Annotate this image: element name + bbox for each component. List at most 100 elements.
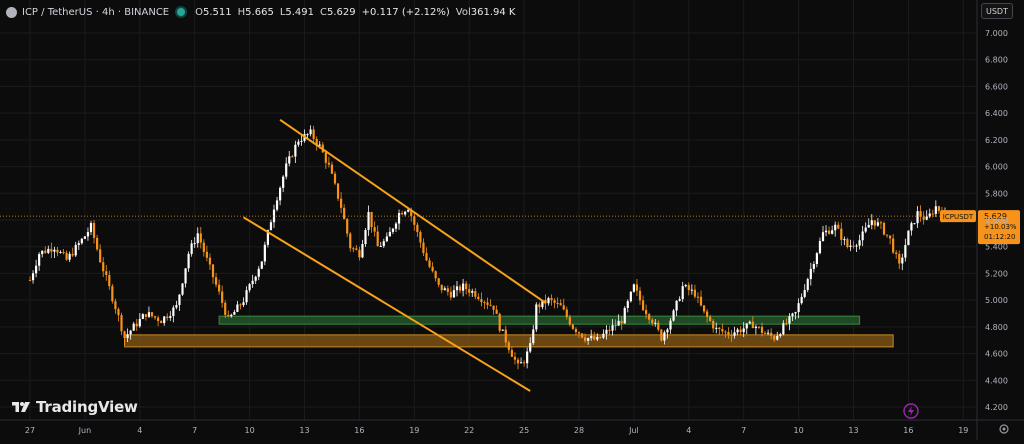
candle-body <box>300 140 303 142</box>
candle-body <box>474 291 477 297</box>
x-tick-label: 7 <box>192 426 197 435</box>
candle-body <box>248 284 251 291</box>
candle-body <box>129 330 132 335</box>
candle-body <box>431 266 434 272</box>
candle-body <box>458 286 462 291</box>
candle-body <box>648 314 651 320</box>
candle-body <box>492 305 495 310</box>
candle-body <box>550 298 553 301</box>
candle-body <box>31 273 35 281</box>
candle-body <box>577 332 581 334</box>
candle-body <box>858 240 861 246</box>
candle-body <box>666 329 669 333</box>
price-tag-countdown: 01:12:20 <box>984 233 1015 241</box>
candle-body <box>593 336 596 340</box>
candle-body <box>172 307 175 317</box>
candle-body <box>687 285 690 291</box>
candle-body <box>446 288 449 292</box>
candle-body <box>913 223 916 225</box>
candle-body <box>507 342 510 350</box>
candle-body <box>214 277 218 285</box>
symbol-tag-box <box>940 210 976 223</box>
candle-body <box>574 328 578 333</box>
x-tick-label: 19 <box>958 426 968 435</box>
candle-body <box>257 268 260 277</box>
lightning-icon[interactable] <box>903 403 919 419</box>
candle-body <box>227 314 230 317</box>
candle-body <box>767 332 770 334</box>
candle-body <box>733 332 736 336</box>
candle-body <box>785 323 788 325</box>
symbol-title[interactable]: ICP / TetherUS · 4h · BINANCE <box>22 6 170 18</box>
candle-body <box>763 332 767 334</box>
candle-body <box>77 243 80 245</box>
change-value: +0.117 (+2.12%) <box>361 6 450 18</box>
candle-body <box>675 300 678 311</box>
candle-body <box>211 264 215 278</box>
candle-body <box>141 314 144 319</box>
candle-body <box>620 320 623 324</box>
low-value: 5.491 <box>285 6 315 18</box>
candle-body <box>641 300 645 311</box>
candle-body <box>416 224 419 232</box>
candle-body <box>208 257 212 265</box>
candle-body <box>538 304 541 308</box>
candle-body <box>92 223 96 238</box>
candle-body <box>230 314 233 317</box>
candle-body <box>635 284 639 291</box>
candle-body <box>626 301 629 308</box>
x-tick-label: 7 <box>741 426 746 435</box>
y-tick-label: 5.200 <box>985 269 1008 278</box>
candle-body <box>236 304 239 312</box>
candle-body <box>294 144 297 157</box>
candle-body <box>86 232 90 237</box>
candle-body <box>224 302 227 315</box>
candle-body <box>925 216 928 220</box>
candle-body <box>28 280 32 282</box>
candle-body <box>516 359 520 364</box>
candle-body <box>519 362 523 364</box>
candle-body <box>120 315 123 332</box>
candle-body <box>343 207 346 220</box>
candle-body <box>657 322 660 330</box>
candle-body <box>190 243 193 254</box>
candle-body <box>56 249 59 253</box>
candle-body <box>651 319 654 324</box>
candle-body <box>455 286 459 291</box>
candle-body <box>315 138 318 146</box>
candle-body <box>831 230 834 234</box>
candle-body <box>340 198 343 208</box>
candle-body <box>882 222 886 235</box>
currency-button[interactable]: USDT <box>981 3 1013 19</box>
candle-body <box>65 252 68 260</box>
price-tag-change: +10.03% <box>984 223 1017 231</box>
candles <box>28 125 947 370</box>
candle-body <box>117 309 120 316</box>
candle-body <box>898 254 901 264</box>
candle-body <box>791 313 794 317</box>
candle-body <box>291 156 294 158</box>
candle-body <box>794 312 797 314</box>
candle-body <box>407 209 410 212</box>
candle-body <box>397 213 401 224</box>
candle-body <box>834 224 837 231</box>
candle-body <box>440 284 443 291</box>
candle-body <box>721 328 724 332</box>
candle-body <box>751 321 754 329</box>
x-tick-label: 25 <box>519 426 529 435</box>
gear-icon[interactable] <box>998 423 1010 435</box>
candle-body <box>843 239 846 241</box>
candle-body <box>867 224 870 228</box>
candle-body <box>663 332 666 341</box>
candle-body <box>873 220 876 226</box>
close-value: 5.629 <box>327 6 356 18</box>
candle-body <box>803 289 806 297</box>
candle-body <box>157 317 160 322</box>
candle-body <box>797 303 800 313</box>
candle-body <box>849 245 852 248</box>
candle-body <box>623 307 626 324</box>
candle-body <box>611 325 614 331</box>
candle-body <box>166 316 169 318</box>
